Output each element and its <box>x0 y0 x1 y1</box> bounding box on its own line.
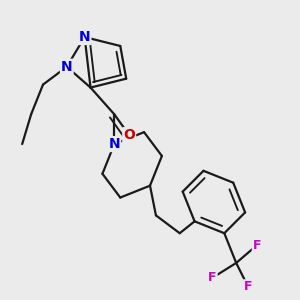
Text: F: F <box>253 238 261 252</box>
Text: N: N <box>61 60 73 74</box>
Text: F: F <box>244 280 252 293</box>
Text: N: N <box>109 137 120 151</box>
Text: O: O <box>123 128 135 142</box>
Text: N: N <box>79 30 90 44</box>
Text: F: F <box>208 271 217 284</box>
